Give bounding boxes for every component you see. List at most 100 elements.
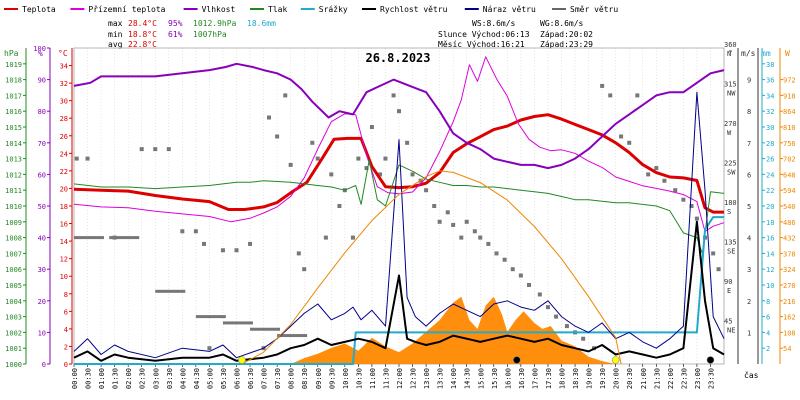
mm-tick-label: 14 [766, 250, 774, 258]
x-tick-label: 07:30 [274, 368, 282, 389]
temp-tick-label: 28 [60, 115, 68, 123]
pct-tick-label: 50 [38, 203, 46, 211]
mm-tick-label: 4 [766, 329, 770, 337]
wind-direction-point [74, 156, 79, 161]
mm-tick-label: 28 [766, 140, 774, 148]
marker-sunset [611, 356, 620, 364]
hpa-tick-label: 1018 [5, 77, 22, 85]
rad-axis-label: W [785, 49, 790, 58]
stats-max-hum: 95% [168, 19, 183, 28]
dir-tick-deg: 90 [724, 278, 732, 286]
temp-tick-label: 0 [64, 361, 68, 369]
wind-direction-point [296, 251, 301, 256]
x-tick-label: 14:00 [450, 368, 458, 389]
wind-direction-point [494, 251, 499, 256]
wind-direction-point [459, 235, 464, 240]
x-tick-label: 08:00 [288, 368, 296, 389]
x-tick-label: 16:00 [504, 368, 512, 389]
x-tick-label: 21:30 [653, 368, 661, 389]
wind-direction-point [275, 134, 280, 139]
x-tick-label: 19:00 [586, 368, 594, 389]
x-tick-label: 22:00 [667, 368, 675, 389]
wind-direction-mark [74, 236, 104, 240]
stats-max-label: max [108, 19, 123, 28]
wind-direction-point [283, 93, 288, 98]
rad-tick-label: 594 [783, 187, 796, 195]
stats-min-press: 1007hPa [193, 30, 227, 39]
stats-max-press: 1012.9hPa [193, 19, 237, 28]
wind-direction-point [180, 229, 185, 234]
x-tick-label: 02:00 [125, 368, 133, 389]
wind-direction-point [445, 210, 450, 215]
stats-min-hum: 61% [168, 30, 183, 39]
stats-avg-label: avg [108, 40, 123, 49]
rad-tick-label: 432 [783, 235, 796, 243]
wind-direction-point [356, 156, 361, 161]
wind-direction-point [510, 267, 515, 272]
wind-direction-point [397, 109, 401, 114]
mm-tick-label: 26 [766, 156, 774, 164]
wind-tick-label: 9 [747, 77, 751, 85]
hpa-tick-label: 1005 [5, 282, 22, 290]
mm-tick-label: 30 [766, 124, 774, 132]
x-tick-label: 04:30 [193, 368, 201, 389]
hpa-tick-label: 1011 [5, 187, 22, 195]
hpa-tick-label: 1002 [5, 329, 22, 337]
legend-label-1: Přízemní teplota [88, 5, 165, 14]
wind-direction-mark [195, 315, 226, 319]
series-line-3 [73, 159, 725, 254]
wind-direction-point [486, 241, 491, 246]
dir-tick-deg: 45 [724, 318, 732, 326]
rad-tick-label: 972 [783, 77, 796, 85]
wind-direction-point [472, 229, 477, 234]
hpa-tick-label: 1006 [5, 266, 22, 274]
stats-min-temp: 18.8°C [128, 30, 157, 39]
stats-min-label: min [108, 30, 123, 39]
stats-avg-temp: 22.8°C [128, 40, 157, 49]
dir-tick-card: S [727, 208, 731, 216]
mm-tick-label: 34 [766, 92, 774, 100]
series-line-7 [241, 170, 622, 365]
mm-tick-label: 2 [766, 345, 770, 353]
legend-label-4: Srážky [319, 5, 348, 14]
stats-panel: max 28.4°C 95% 1012.9hPa 18.6mm min 18.8… [108, 19, 276, 49]
wind-direction-point [564, 324, 569, 329]
dir-tick-deg: 270 [724, 120, 737, 128]
series-line-6 [73, 91, 725, 359]
x-tick-label: 23:00 [694, 368, 702, 389]
pct-tick-label: 90 [38, 77, 46, 85]
wind-direction-mark [155, 289, 186, 293]
x-tick-label: 12:00 [396, 368, 404, 389]
dir-axis-label: ° [728, 49, 733, 58]
wind-direction-point [220, 248, 225, 253]
x-tick-label: 04:00 [179, 368, 187, 389]
wind-direction-point [378, 172, 383, 177]
series-line-1 [73, 56, 725, 232]
dir-tick-card: SW [727, 169, 736, 177]
wind-tick-label: 1 [747, 329, 751, 337]
mm-tick-label: 32 [766, 108, 774, 116]
wind-direction-point [323, 235, 328, 240]
x-tick-label: 01:30 [112, 368, 120, 389]
x-tick-label: 03:00 [152, 368, 160, 389]
pct-tick-label: 10 [38, 329, 46, 337]
temp-tick-label: 26 [60, 133, 68, 141]
rad-tick-label: 864 [783, 108, 796, 116]
wind-direction-point [405, 140, 410, 145]
pct-tick-label: 70 [38, 140, 46, 148]
x-tick-label: 23:30 [707, 368, 715, 389]
wind-direction-point [207, 346, 212, 351]
hpa-tick-label: 1007 [5, 250, 22, 258]
temp-axis-label: °C [58, 49, 68, 58]
stats-max-rain: 18.6mm [247, 19, 276, 28]
rad-tick-label: 918 [783, 92, 796, 100]
hpa-tick-label: 1009 [5, 219, 22, 227]
rad-tick-label: 270 [783, 282, 796, 290]
pct-tick-label: 0 [42, 361, 46, 369]
mm-tick-label: 20 [766, 203, 774, 211]
hpa-tick-label: 1015 [5, 124, 22, 132]
mm-tick-label: 24 [766, 171, 774, 179]
wind-direction-point [646, 172, 651, 177]
pct-axis-label: % [38, 49, 43, 58]
